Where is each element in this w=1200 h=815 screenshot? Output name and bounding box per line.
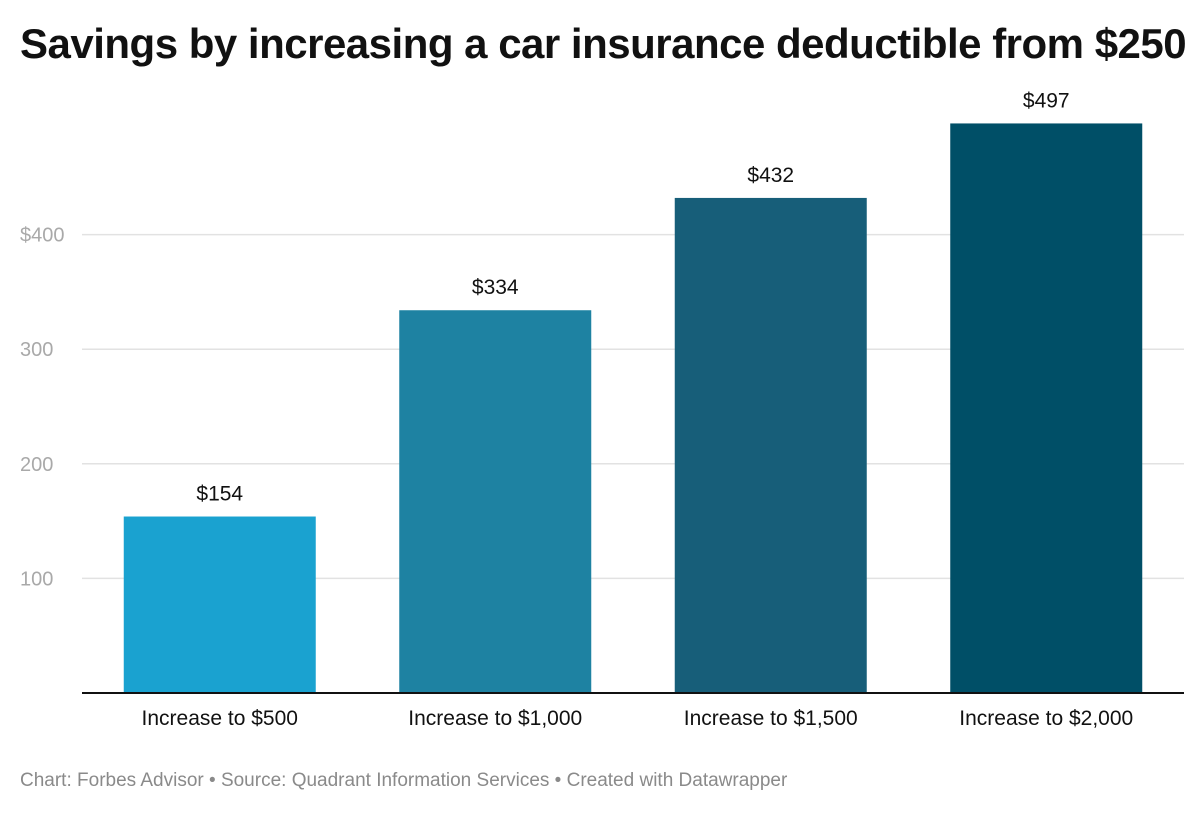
chart-footer: Chart: Forbes Advisor • Source: Quadrant… xyxy=(20,770,788,791)
x-tick-label: Increase to $500 xyxy=(142,707,298,730)
x-tick-label: Increase to $1,000 xyxy=(408,707,582,730)
y-axis-ticks: 100 200 300 $400 xyxy=(20,225,65,591)
bar-value-label: $432 xyxy=(747,164,794,187)
x-tick-label: Increase to $1,500 xyxy=(684,707,858,730)
y-tick-label: 200 xyxy=(20,454,53,476)
chart-title: Savings by increasing a car insurance de… xyxy=(20,20,1187,67)
bar xyxy=(399,310,592,693)
y-tick-label: 300 xyxy=(20,339,53,361)
x-tick-label: Increase to $2,000 xyxy=(959,707,1133,730)
bar-value-label: $334 xyxy=(472,276,519,299)
y-tick-label: $400 xyxy=(20,225,65,247)
y-tick-label: 100 xyxy=(20,568,53,590)
bar-value-label: $154 xyxy=(196,483,243,506)
bar xyxy=(674,197,867,694)
bar xyxy=(950,123,1143,694)
x-axis-ticks: Increase to $500 Increase to $1,000 Increa… xyxy=(142,707,1134,730)
value-labels: $154 $334 $432 $497 xyxy=(196,89,1069,505)
bar-value-label: $497 xyxy=(1023,89,1070,112)
bars xyxy=(123,123,1143,694)
bar xyxy=(123,516,316,693)
